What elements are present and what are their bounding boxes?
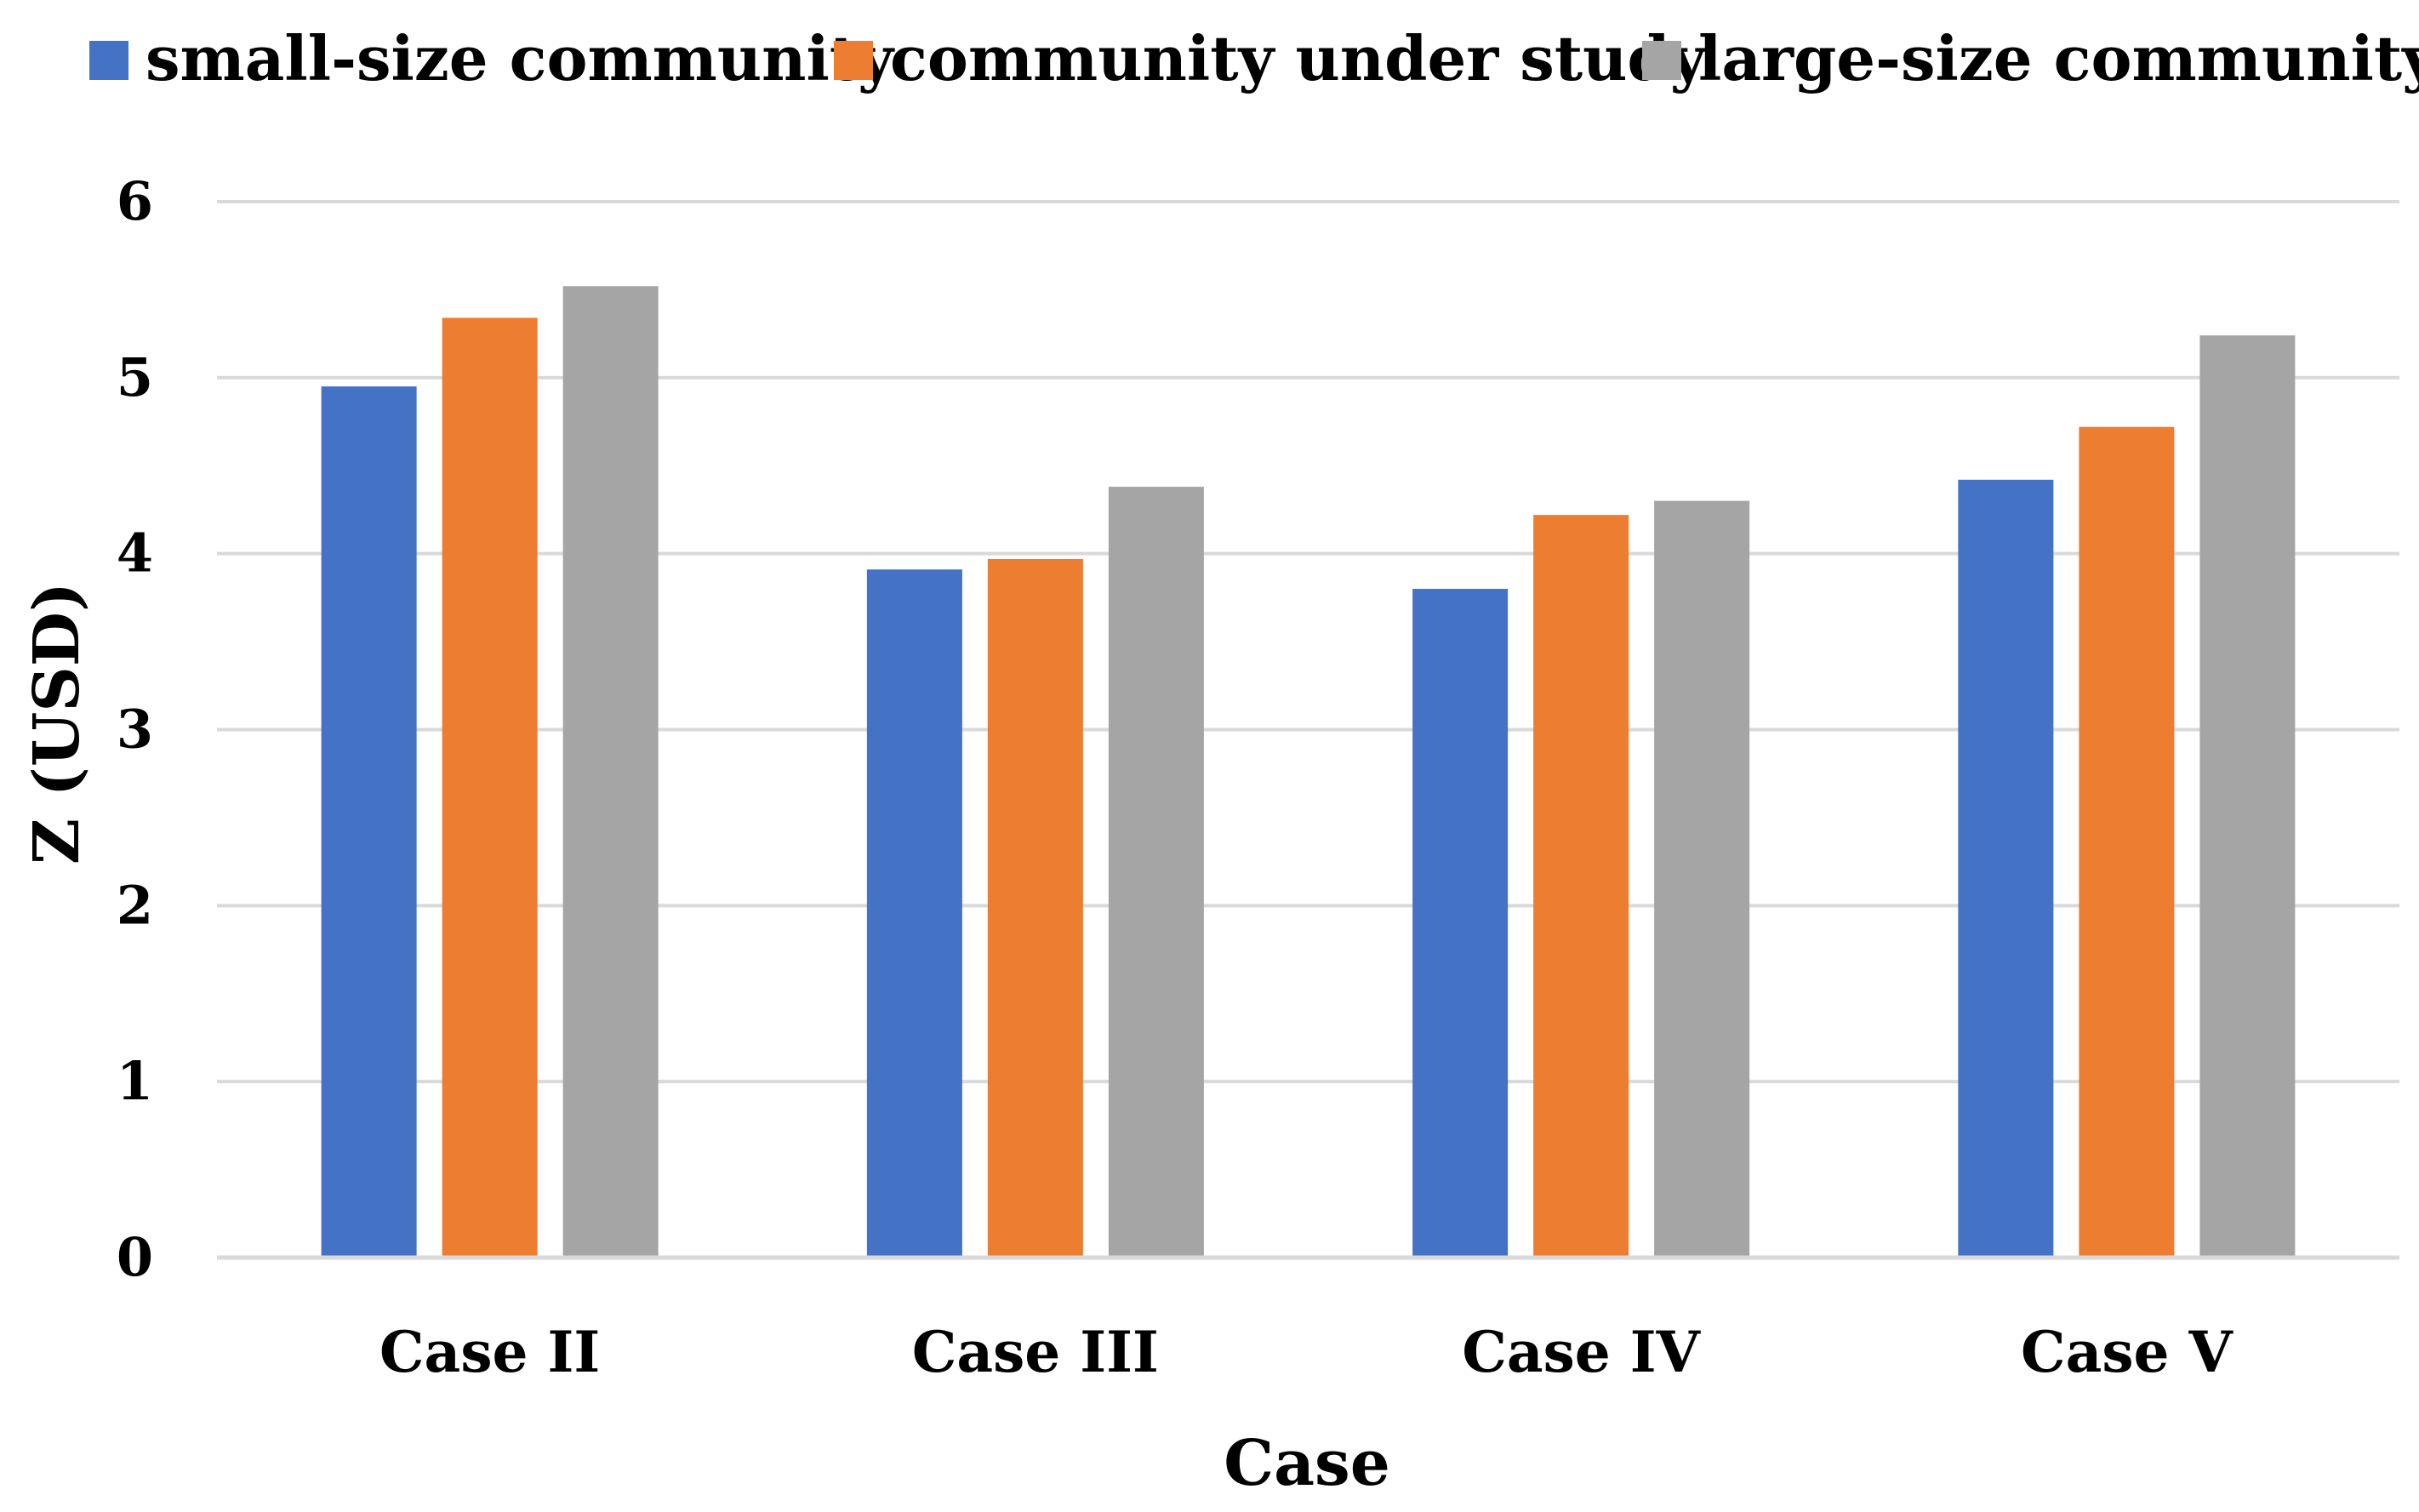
legend-swatch: [1642, 41, 1681, 80]
bar-small-size-community-Case-III: [866, 569, 962, 1258]
y-axis-ticks: 0 1 2 3 4 5 6: [117, 170, 153, 1288]
bars: [217, 286, 2399, 1260]
legend-label: community under study: [890, 22, 1708, 94]
bar-large-size-community-Case-III: [1108, 487, 1204, 1258]
x-tick-label: Case V: [2021, 1319, 2234, 1385]
y-tick-label: 0: [117, 1226, 153, 1288]
x-axis-title: Case: [1224, 1427, 1390, 1500]
y-tick-label: 5: [117, 346, 153, 408]
bar-community-under-study-Case-II: [442, 317, 538, 1258]
bar-large-size-community-Case-IV: [1654, 500, 1750, 1258]
y-tick-label: 6: [117, 170, 153, 232]
x-tick-label: Case IV: [1462, 1319, 1701, 1385]
bar-large-size-community-Case-V: [2199, 335, 2296, 1258]
y-tick-label: 2: [117, 874, 153, 936]
bar-community-under-study-Case-IV: [1533, 515, 1629, 1258]
x-tick-label: Case III: [912, 1319, 1159, 1385]
bar-community-under-study-Case-III: [987, 558, 1083, 1258]
bar-small-size-community-Case-II: [321, 386, 417, 1258]
bar-large-size-community-Case-II: [562, 286, 659, 1258]
legend-swatch: [89, 41, 128, 80]
legend-swatch: [834, 41, 873, 80]
x-axis-ticks: Case II Case III Case IV Case V: [379, 1319, 2234, 1385]
bar-small-size-community-Case-V: [1958, 479, 2054, 1258]
y-tick-label: 3: [117, 699, 153, 761]
bar-small-size-community-Case-IV: [1412, 589, 1509, 1258]
x-tick-label: Case II: [379, 1319, 600, 1385]
legend-label: small-size community: [145, 22, 895, 94]
y-tick-label: 1: [117, 1050, 153, 1112]
y-tick-label: 4: [117, 522, 153, 585]
bar-community-under-study-Case-V: [2079, 426, 2175, 1258]
gridlines: [217, 200, 2399, 1259]
legend-label: large-size community: [1698, 22, 2419, 94]
y-axis-title: Z (USD): [20, 582, 94, 864]
